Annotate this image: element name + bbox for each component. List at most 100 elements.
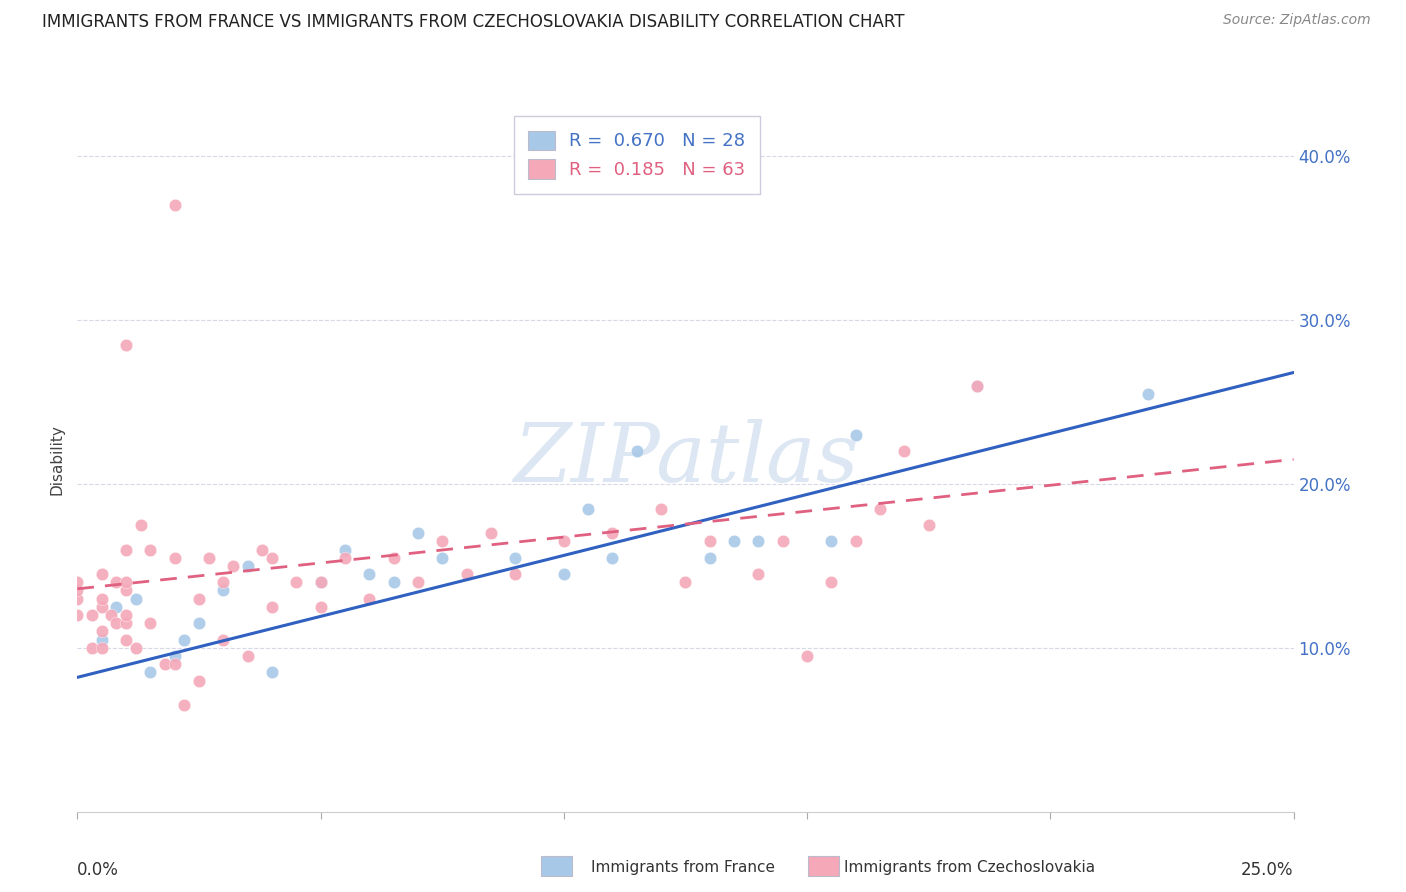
Point (105, 599, 128, 614)
Point (359, 591, 381, 606)
Point (675, 575, 697, 590)
Point (163, 550, 186, 565)
Point (820, 575, 842, 590)
Point (309, 575, 332, 590)
Point (66, 591, 89, 606)
Point (105, 575, 128, 590)
Point (479, 526, 502, 541)
Point (503, 567, 526, 582)
Point (125, 640, 148, 655)
Point (222, 558, 245, 573)
Point (260, 550, 283, 565)
Y-axis label: Disability: Disability (49, 424, 65, 495)
Legend: R =  0.670   N = 28, R =  0.185   N = 63: R = 0.670 N = 28, R = 0.185 N = 63 (513, 116, 761, 194)
Point (90, 591, 112, 606)
Text: Immigrants from Czechoslovakia: Immigrants from Czechoslovakia (844, 860, 1095, 874)
Point (115, 616, 138, 631)
Point (432, 534, 454, 549)
Point (115, 337, 138, 351)
Point (820, 534, 842, 549)
Point (432, 550, 454, 565)
Point (359, 567, 381, 582)
Point (197, 550, 219, 565)
Point (845, 427, 868, 442)
Point (966, 378, 988, 392)
Point (100, 608, 122, 623)
Point (553, 567, 575, 582)
Point (212, 575, 235, 590)
Text: ZIPatlas: ZIPatlas (513, 419, 858, 500)
Point (105, 616, 128, 631)
Point (747, 567, 769, 582)
Point (90, 624, 112, 639)
Point (553, 534, 575, 549)
Point (845, 534, 868, 549)
Point (966, 378, 988, 392)
Point (918, 517, 941, 532)
Point (796, 648, 818, 663)
Point (212, 632, 235, 647)
Point (406, 575, 429, 590)
Point (626, 444, 648, 458)
Point (188, 673, 211, 688)
Point (115, 583, 138, 598)
Point (772, 534, 794, 549)
Point (456, 567, 478, 582)
Point (309, 575, 332, 590)
Point (602, 550, 624, 565)
Point (66, 575, 89, 590)
Point (212, 583, 235, 598)
Point (90, 599, 112, 614)
Point (236, 558, 259, 573)
Point (285, 575, 308, 590)
Point (503, 550, 526, 565)
Point (250, 542, 273, 557)
Point (236, 648, 259, 663)
Point (115, 575, 138, 590)
Text: Immigrants from France: Immigrants from France (591, 860, 775, 874)
Point (1136, 387, 1159, 401)
Point (80, 608, 103, 623)
Point (153, 657, 176, 672)
Point (260, 599, 283, 614)
Point (90, 632, 112, 647)
Point (163, 657, 186, 672)
Text: Source: ZipAtlas.com: Source: ZipAtlas.com (1223, 13, 1371, 28)
Point (576, 501, 599, 516)
Point (66, 608, 89, 623)
Point (602, 526, 624, 541)
Point (115, 608, 138, 623)
Point (188, 616, 211, 631)
Point (333, 550, 356, 565)
Point (309, 599, 332, 614)
Point (173, 698, 195, 713)
Point (139, 616, 162, 631)
Point (333, 542, 356, 557)
Point (333, 92, 356, 106)
Point (90, 640, 112, 655)
Text: IMMIGRANTS FROM FRANCE VS IMMIGRANTS FROM CZECHOSLOVAKIA DISABILITY CORRELATION : IMMIGRANTS FROM FRANCE VS IMMIGRANTS FRO… (42, 13, 904, 31)
Point (90, 567, 112, 582)
Point (650, 501, 672, 516)
Point (80, 640, 103, 655)
Point (66, 583, 89, 598)
Point (699, 550, 721, 565)
Text: 25.0%: 25.0% (1241, 861, 1294, 879)
Point (125, 591, 148, 606)
Point (115, 632, 138, 647)
Point (869, 501, 891, 516)
Point (139, 665, 162, 680)
Point (188, 591, 211, 606)
Point (747, 534, 769, 549)
Point (139, 542, 162, 557)
Point (129, 517, 152, 532)
Point (723, 534, 745, 549)
Text: 0.0%: 0.0% (77, 861, 120, 879)
Point (115, 542, 138, 557)
Point (699, 534, 721, 549)
Point (173, 632, 195, 647)
Point (163, 198, 186, 212)
Point (163, 648, 186, 663)
Point (406, 526, 429, 541)
Point (382, 550, 405, 565)
